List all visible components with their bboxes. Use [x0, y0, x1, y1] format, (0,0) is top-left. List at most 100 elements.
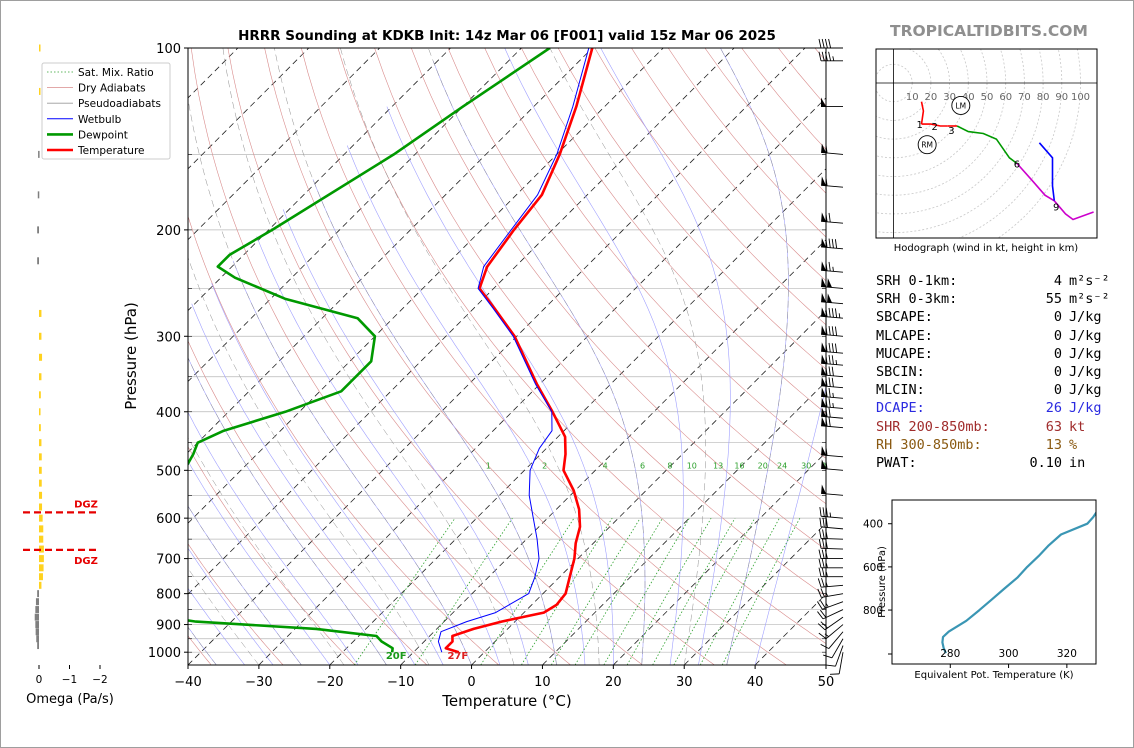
legend: Sat. Mix. Ratio Dry Adiabats Pseudoadiabat… [41, 62, 171, 160]
omega-bar [37, 226, 39, 234]
barb-staff [821, 515, 844, 519]
metric-label: SRH 0-3km: [876, 291, 958, 308]
omega-bar [39, 391, 41, 399]
hodograph-segment [1038, 142, 1056, 201]
surface-temperature-label: 27F [447, 651, 468, 662]
dry-adiabat [264, 48, 715, 665]
barb-full [831, 326, 834, 336]
metric-value: 55 [1045, 291, 1062, 308]
dry-adiabat [411, 48, 826, 551]
barb-full [824, 38, 828, 49]
metric-unit: J/kg [1069, 345, 1102, 362]
omega-bar [38, 150, 40, 158]
legend-label: Temperature [77, 145, 145, 157]
barb-full [828, 325, 831, 336]
barb-staff [821, 362, 844, 366]
surface-dewpoint-label: 20F [386, 651, 407, 662]
omega-bar [39, 408, 41, 416]
theta-e-plot: 280 300 320 400 600 800 Equivalent Pot. Temper… [863, 499, 1097, 681]
metric-row: SRH 0-3km: 55 m²s⁻² [876, 290, 1110, 308]
barb-flag [821, 325, 827, 335]
metric-row: DCAPE: 26 J/kg [876, 399, 1110, 417]
barb-staff [821, 406, 844, 409]
hodograph-segment [921, 123, 948, 127]
legend-label: Sat. Mix. Ratio [78, 67, 154, 79]
metric-unit: J/kg [1069, 327, 1102, 344]
omega-bar [39, 332, 42, 340]
hodograph-height-label: 2 [931, 122, 937, 133]
pseudoadiabat [428, 48, 646, 665]
theta-e-y-tick-label: 600 [863, 562, 883, 574]
wind-barb [821, 354, 844, 366]
wind-barb [821, 292, 844, 305]
legend-label: Dry Adiabats [78, 83, 146, 95]
mixing-ratio-line [550, 517, 641, 665]
barb-half [829, 512, 832, 518]
barb-full [826, 664, 836, 667]
theta-e-y-tick-label: 400 [863, 519, 883, 531]
moist-adiabat [188, 547, 274, 665]
barb-full [828, 417, 831, 427]
brand-watermark: TROPICALTIDBITS.COM [890, 22, 1088, 40]
omega-bar [39, 491, 43, 499]
barb-staff [821, 269, 844, 273]
barb-full [818, 38, 822, 49]
barb-staff [828, 631, 844, 649]
omega-bar [39, 466, 42, 474]
wind-barb [821, 342, 844, 354]
wind-barb [821, 416, 844, 429]
wind-barb [820, 631, 844, 649]
wind-barb [821, 97, 843, 108]
moist-adiabat [312, 179, 557, 665]
omega-bar [37, 191, 40, 199]
theta-e-y-tick-label: 800 [863, 605, 883, 617]
wind-barb [821, 307, 844, 319]
wind-barb [816, 600, 844, 610]
omega-tick-label: 0 [36, 674, 43, 686]
metric-unit: m²s⁻² [1069, 291, 1110, 308]
mixing-ratio-line [652, 517, 736, 665]
pseudoadiabat [222, 48, 515, 665]
mixing-ratio-label: 4 [603, 461, 608, 470]
omega-bar [39, 535, 44, 543]
barb-full [825, 518, 828, 528]
barb-staff [821, 374, 844, 378]
barb-full [828, 398, 831, 408]
theta-e-y-label: Pressure (hPa) [877, 546, 888, 618]
moist-adiabat [282, 209, 529, 665]
hodograph-plot: 10 20 30 40 50 60 70 80 90 100 1 2 3 6 9 LM RM Hodograph … [875, 48, 1098, 254]
y-tick-label: 300 [156, 330, 181, 345]
barb-full [817, 611, 824, 620]
barb-full [818, 567, 822, 577]
barb-full [825, 307, 828, 317]
mixing-ratio-label: 10 [687, 461, 697, 470]
hodograph-height-label: 9 [1053, 202, 1059, 213]
barb-full [822, 529, 825, 539]
metric-row: SBCIN: 0 J/kg [876, 363, 1110, 381]
dry-adiabat [227, 48, 643, 665]
y-tick-label: 600 [156, 512, 181, 527]
wind-barb [826, 645, 844, 667]
barb-full [831, 238, 834, 249]
barb-full [818, 549, 822, 559]
mixing-ratio-line [603, 517, 690, 665]
barb-flag [821, 212, 827, 222]
mixing-ratio-label: 20 [758, 461, 768, 470]
legend-label: Wetbulb [78, 114, 122, 126]
hodograph-height-label: 1 [916, 120, 922, 131]
dry-adiabat [374, 48, 826, 597]
barb-full [825, 446, 828, 456]
barb-flag [827, 293, 833, 303]
omega-axis-label: Omega (Pa/s) [26, 692, 114, 707]
barb-full [828, 354, 831, 365]
x-tick-label: 40 [747, 675, 764, 690]
wind-barb [821, 277, 844, 289]
metric-value: 63 [1045, 418, 1062, 435]
hodograph-area: 10 20 30 40 50 60 70 80 90 100 1 2 3 6 9 LM RM [876, 49, 1097, 238]
barb-full [818, 558, 822, 568]
barb-staff [821, 415, 844, 419]
moist-adiabat [188, 587, 245, 665]
wind-barb [829, 652, 844, 675]
dry-adiabat [301, 48, 787, 665]
wind-barbs [816, 38, 844, 675]
